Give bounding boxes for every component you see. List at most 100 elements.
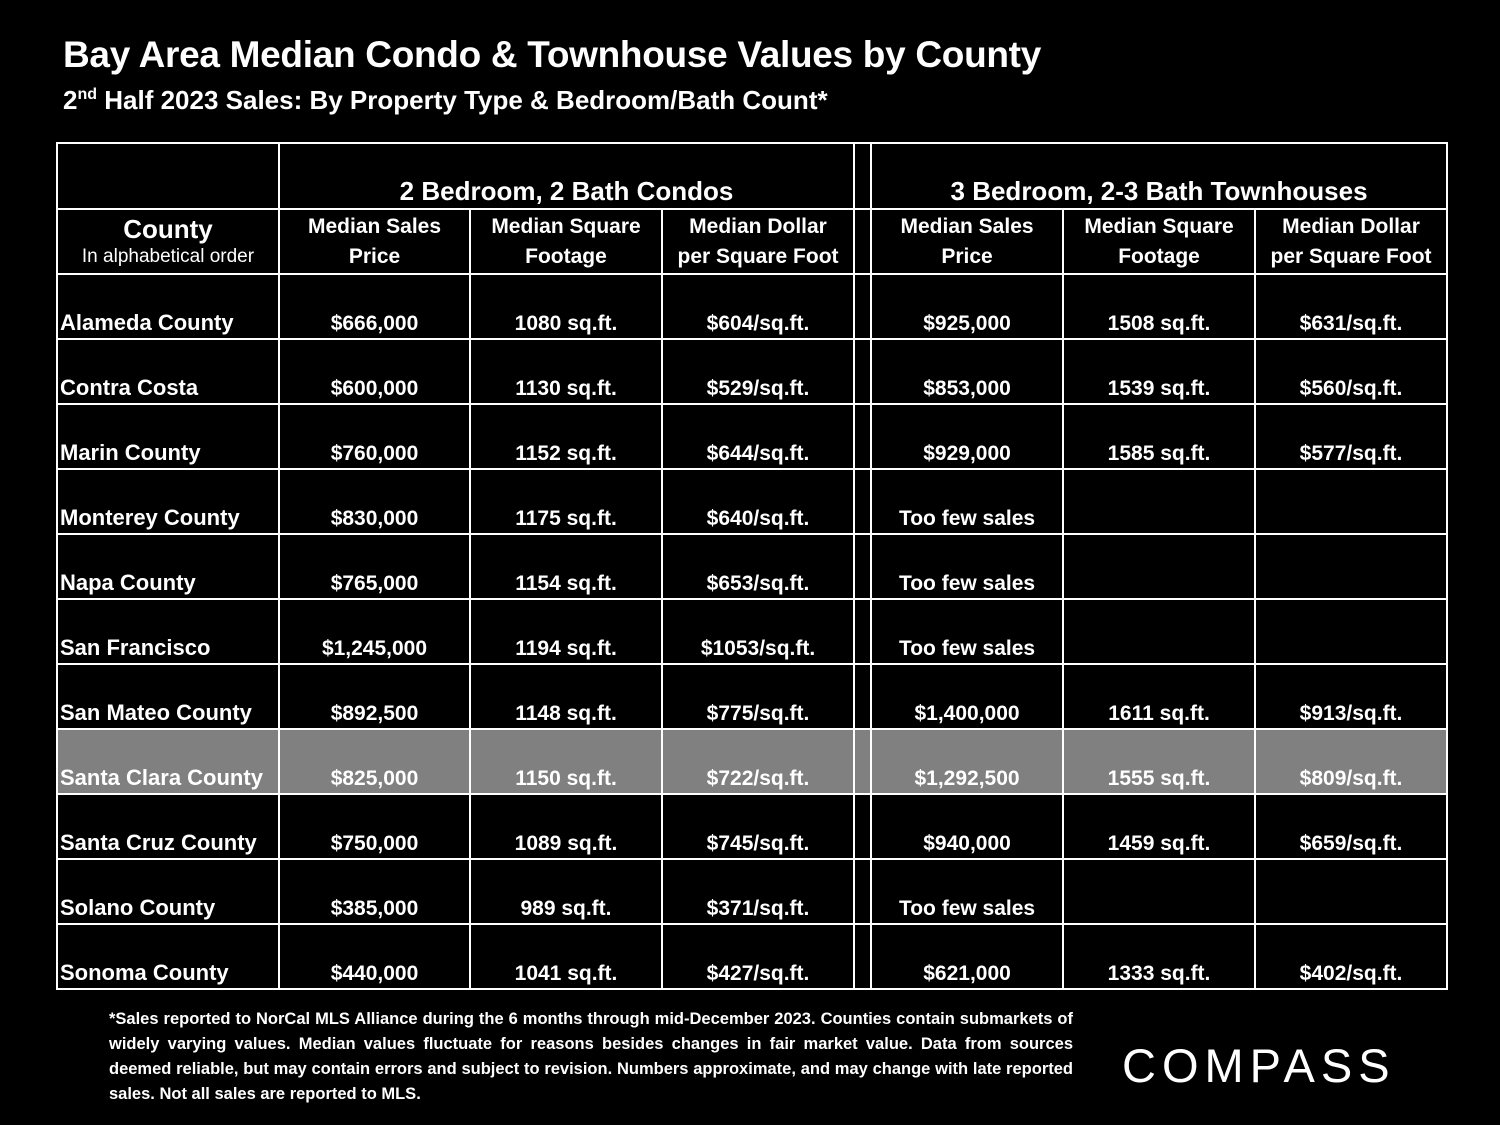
condo-sqft-header: Median Square Footage	[469, 208, 663, 275]
header-line: per Square Foot	[1270, 244, 1432, 268]
table-row: San Mateo County $892,500 1148 sq.ft. $775/…	[56, 663, 1449, 730]
table-row: Santa Clara County $825,000 1150 sq.ft. $72…	[56, 728, 1449, 795]
condo-price-cell: $666,000	[278, 273, 471, 340]
townhouse-price-cell: $940,000	[870, 793, 1065, 860]
header-line: Median Dollar	[689, 214, 827, 238]
condo-price-cell: $760,000	[278, 403, 471, 470]
table-row: Napa County $765,000 1154 sq.ft. $653/sq.ft…	[56, 533, 1449, 600]
condo-price-cell: $892,500	[278, 663, 471, 730]
county-cell: Napa County	[56, 533, 280, 600]
row-separator	[853, 663, 873, 730]
townhouse-sqft-cell: 1611 sq.ft.	[1062, 663, 1257, 730]
header-line: Footage	[525, 244, 607, 268]
condo-dollar-per-sqft-cell: $529/sq.ft.	[660, 338, 856, 405]
county-cell: San Francisco	[56, 598, 280, 665]
header-line: Median Square	[1084, 214, 1234, 238]
townhouse-sqft-cell: 1459 sq.ft.	[1062, 793, 1257, 860]
county-cell: Marin County	[56, 403, 280, 470]
chart-title: Bay Area Median Condo & Townhouse Values…	[63, 34, 1041, 75]
townhouse-dollar-per-sqft-cell	[1254, 468, 1449, 535]
townhouse-dollar-per-sqft-cell: $560/sq.ft.	[1254, 338, 1449, 405]
county-cell: Alameda County	[56, 273, 280, 340]
condo-dollar-per-sqft-cell: $640/sq.ft.	[660, 468, 856, 535]
townhouse-price-cell: Too few sales	[870, 858, 1065, 925]
table-row: Contra Costa $600,000 1130 sq.ft. $529/sq.f…	[56, 338, 1449, 405]
condo-price-header: Median Sales Price	[278, 208, 471, 275]
townhouse-dollar-per-sqft-cell: $659/sq.ft.	[1254, 793, 1449, 860]
condo-dollar-per-sqft-cell: $427/sq.ft.	[660, 923, 856, 990]
logo-letter: S	[1358, 1039, 1395, 1091]
row-separator	[853, 793, 873, 860]
condo-sqft-cell: 1152 sq.ft.	[469, 403, 663, 470]
townhouse-dollar-per-sqft-header: Median Dollar per Square Foot	[1254, 208, 1449, 275]
county-cell: Sonoma County	[56, 923, 280, 990]
county-cell: San Mateo County	[56, 663, 280, 730]
table-row: San Francisco $1,245,000 1194 sq.ft. $1053/…	[56, 598, 1449, 665]
townhouse-sqft-cell: 1508 sq.ft.	[1062, 273, 1257, 340]
condo-price-cell: $830,000	[278, 468, 471, 535]
townhouse-sqft-cell: 1333 sq.ft.	[1062, 923, 1257, 990]
townhouse-dollar-per-sqft-cell: $913/sq.ft.	[1254, 663, 1449, 730]
row-separator	[853, 403, 873, 470]
county-cell: Monterey County	[56, 468, 280, 535]
condo-price-cell: $825,000	[278, 728, 471, 795]
values-table: 2 Bedroom, 2 Bath Condos 3 Bedroom, 2-3 …	[56, 142, 1449, 990]
condo-sqft-cell: 1080 sq.ft.	[469, 273, 663, 340]
header-line: Footage	[1118, 244, 1200, 268]
group-header-blank	[56, 142, 280, 210]
row-separator	[853, 858, 873, 925]
county-cell: Solano County	[56, 858, 280, 925]
row-separator	[853, 533, 873, 600]
condo-price-cell: $765,000	[278, 533, 471, 600]
condo-dollar-per-sqft-cell: $745/sq.ft.	[660, 793, 856, 860]
condo-dollar-per-sqft-cell: $371/sq.ft.	[660, 858, 856, 925]
logo-letter: M	[1205, 1039, 1250, 1091]
row-separator	[853, 598, 873, 665]
logo-letter: COMPASS	[1122, 1039, 1396, 1091]
townhouse-dollar-per-sqft-cell: $402/sq.ft.	[1254, 923, 1449, 990]
townhouse-dollar-per-sqft-cell: $809/sq.ft.	[1254, 728, 1449, 795]
logo-letter: P	[1250, 1039, 1284, 1091]
header-line: Price	[941, 244, 993, 268]
group-separator	[853, 142, 873, 210]
group-header-condos: 2 Bedroom, 2 Bath Condos	[277, 142, 856, 210]
townhouse-price-cell: $1,292,500	[870, 728, 1065, 795]
row-separator	[853, 338, 873, 405]
townhouse-dollar-per-sqft-cell	[1254, 598, 1449, 665]
townhouse-sqft-cell	[1062, 533, 1257, 600]
logo-letter: C	[1122, 1039, 1162, 1091]
column-header-row: County In alphabetical order Median Sale…	[56, 208, 1449, 275]
condo-dollar-per-sqft-cell: $604/sq.ft.	[660, 273, 856, 340]
condo-sqft-cell: 1148 sq.ft.	[469, 663, 663, 730]
townhouse-sqft-cell: 1585 sq.ft.	[1062, 403, 1257, 470]
condo-dollar-per-sqft-cell: $1053/sq.ft.	[660, 598, 856, 665]
county-cell: Santa Clara County	[56, 728, 280, 795]
group-header-townhouses: 3 Bedroom, 2-3 Bath Townhouses	[870, 142, 1449, 210]
townhouse-sqft-cell	[1062, 598, 1257, 665]
condo-dollar-per-sqft-cell: $775/sq.ft.	[660, 663, 856, 730]
condo-dollar-per-sqft-header: Median Dollar per Square Foot	[660, 208, 856, 275]
county-header-subtitle: In alphabetical order	[81, 245, 255, 267]
subtitle-text: Half 2023 Sales: By Property Type & Bedr…	[97, 85, 828, 115]
condo-sqft-cell: 989 sq.ft.	[469, 858, 663, 925]
subtitle-ordinal-number: 2	[63, 85, 78, 115]
header-separator	[853, 208, 873, 275]
header-line: Median Square	[491, 214, 641, 238]
townhouse-price-cell: Too few sales	[870, 468, 1065, 535]
table-row: Marin County $760,000 1152 sq.ft. $644/sq.f…	[56, 403, 1449, 470]
chart-subtitle: 2nd Half 2023 Sales: By Property Type & …	[63, 85, 828, 116]
county-cell: Santa Cruz County	[56, 793, 280, 860]
townhouse-dollar-per-sqft-cell: $631/sq.ft.	[1254, 273, 1449, 340]
condo-sqft-cell: 1175 sq.ft.	[469, 468, 663, 535]
table-row: Monterey County $830,000 1175 sq.ft. $640/s…	[56, 468, 1449, 535]
row-separator	[853, 468, 873, 535]
condo-sqft-cell: 1130 sq.ft.	[469, 338, 663, 405]
condo-price-cell: $385,000	[278, 858, 471, 925]
logo-letter: O	[1162, 1039, 1205, 1091]
table-row: Solano County $385,000 989 sq.ft. $371/sq.f…	[56, 858, 1449, 925]
table-row: Alameda County $666,000 1080 sq.ft. $604/sq…	[56, 273, 1449, 340]
county-column-header: County In alphabetical order	[56, 208, 280, 275]
header-line: Median Dollar	[1282, 214, 1420, 238]
header-line: Price	[348, 244, 401, 268]
county-header-title: County	[123, 213, 213, 244]
